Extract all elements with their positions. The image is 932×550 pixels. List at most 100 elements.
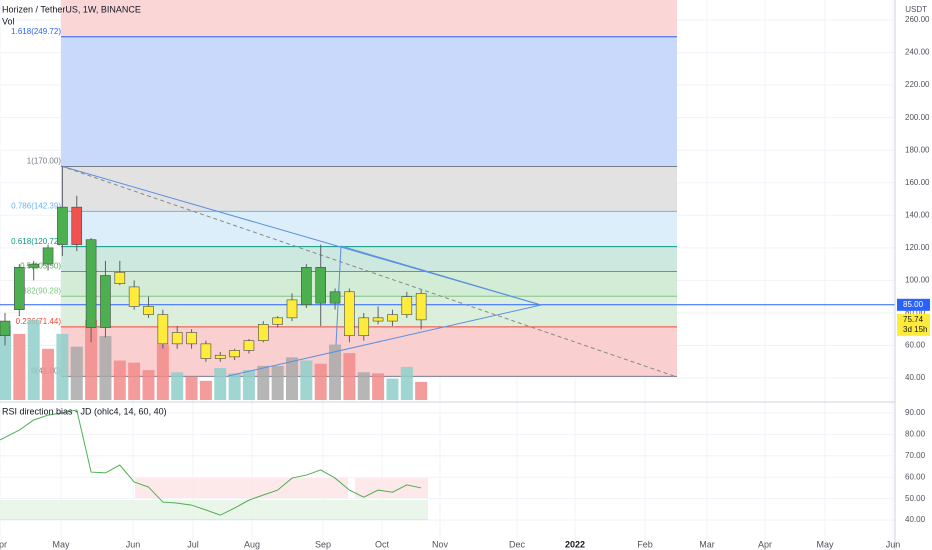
- fib-zone: [61, 36, 677, 167]
- y-tick-label: 200.00: [905, 113, 930, 122]
- candle-body: [200, 343, 212, 359]
- y-tick-label: 160.00: [905, 178, 930, 187]
- x-tick-label: Apr: [758, 539, 772, 549]
- candle-body: [100, 275, 111, 328]
- x-tick-label: Mar: [699, 539, 715, 549]
- volume-bar: [70, 346, 83, 400]
- y-tick-label: 140.00: [905, 210, 930, 219]
- volume-bar: [85, 320, 98, 400]
- volume-bar: [156, 344, 169, 400]
- rsi-title: RSI direction bias - JD (ohlc4, 14, 60, …: [2, 406, 167, 416]
- candle-body: [387, 314, 398, 322]
- candle-body: [301, 267, 312, 306]
- x-tick-label: May: [816, 539, 834, 549]
- candle-body: [243, 340, 255, 351]
- rsi-pane: [0, 409, 895, 521]
- price-axis-bg: [895, 0, 932, 550]
- volume-bar: [99, 336, 112, 400]
- candle-body: [143, 306, 154, 315]
- candle-body: [28, 263, 40, 268]
- x-tick-label: Apr: [0, 539, 7, 549]
- volume-bar: [42, 348, 55, 400]
- x-tick-label: Sep: [315, 539, 331, 549]
- candle-body: [186, 332, 197, 345]
- candle-body: [344, 291, 355, 337]
- volume-bar: [214, 368, 227, 400]
- price-tag-label: 85.00: [903, 300, 924, 309]
- fib-zone: [61, 271, 677, 297]
- volume-bar: [0, 325, 11, 400]
- rsi-tick-label: 40.00: [905, 515, 926, 524]
- volume-bar: [242, 370, 255, 400]
- candle-body: [229, 350, 240, 358]
- fib-label: 0.5(105.50): [20, 262, 61, 271]
- candle-body: [272, 317, 283, 325]
- y-tick-label: 80.00: [905, 308, 926, 317]
- volume-bar: [171, 372, 184, 400]
- fib-zone: [61, 211, 677, 247]
- volume-bar: [343, 353, 356, 400]
- volume-bar: [314, 363, 327, 400]
- volume-bar: [329, 344, 342, 400]
- volume-bar: [286, 357, 298, 400]
- volume-bar: [56, 333, 69, 400]
- candle-body: [329, 291, 341, 304]
- rsi-line: [0, 409, 422, 516]
- currency-label: USDT: [905, 5, 927, 14]
- price-tag: [897, 298, 930, 311]
- chart-title: Horizen / TetherUS, 1W, BINANCE: [2, 4, 141, 14]
- volume-bar: [415, 381, 428, 400]
- trend-line: [227, 304, 542, 377]
- y-tick-label: 40.00: [905, 373, 926, 382]
- candle-body: [286, 299, 298, 319]
- candle-body: [171, 332, 183, 345]
- rsi-tick-label: 50.00: [905, 494, 926, 503]
- x-tick-label: May: [52, 539, 70, 549]
- fib-label: 1.618(249.72): [11, 27, 61, 36]
- countdown-label: 3d 15h: [903, 325, 927, 334]
- x-tick-label: 2022: [565, 539, 585, 549]
- rsi-bull-zone: [0, 500, 428, 520]
- volume-bar: [271, 365, 284, 400]
- volume-bar: [386, 378, 399, 400]
- volume-bar: [185, 376, 198, 400]
- volume-bar: [199, 380, 212, 400]
- candles: [0, 166, 427, 362]
- rsi-tick-label: 60.00: [905, 472, 926, 481]
- last-price-label: 75.74: [903, 315, 924, 324]
- candle-body: [14, 267, 25, 310]
- volume-bar: [357, 372, 370, 400]
- candle-body: [71, 206, 83, 245]
- rsi-tick-label: 80.00: [905, 429, 926, 438]
- volume-bar: [400, 366, 413, 400]
- x-tick-label: Oct: [375, 539, 390, 549]
- fib-zone: [61, 166, 677, 212]
- candle-body: [42, 247, 54, 265]
- fib-label: 0.618(120.72): [11, 237, 61, 246]
- volume-bar: [257, 365, 270, 400]
- candle-body: [372, 317, 384, 322]
- volume-bar: [27, 320, 40, 400]
- volume-label: Vol: [2, 16, 15, 26]
- x-tick-label: Aug: [244, 539, 260, 549]
- candle-body: [315, 267, 327, 304]
- fib-label: 0.382(90.28): [16, 286, 62, 295]
- volume-bar: [228, 373, 241, 400]
- y-tick-label: 240.00: [905, 48, 930, 57]
- y-tick-label: 100.00: [905, 275, 930, 284]
- candle-body: [401, 296, 413, 315]
- y-tick-label: 260.00: [905, 15, 930, 24]
- x-tick-label: Feb: [637, 539, 653, 549]
- dashed-line: [60, 165, 678, 378]
- candle-body: [57, 206, 68, 245]
- x-tick-label: Jun: [126, 539, 141, 549]
- rsi-bear-zone: [355, 478, 428, 498]
- fib-zone: [61, 0, 677, 37]
- volume-bar: [142, 370, 155, 400]
- candle-body: [128, 286, 140, 307]
- volume-bar: [113, 360, 126, 400]
- fib-zone: [61, 246, 677, 272]
- candle-body: [214, 354, 226, 359]
- x-tick-label: Jun: [886, 539, 901, 549]
